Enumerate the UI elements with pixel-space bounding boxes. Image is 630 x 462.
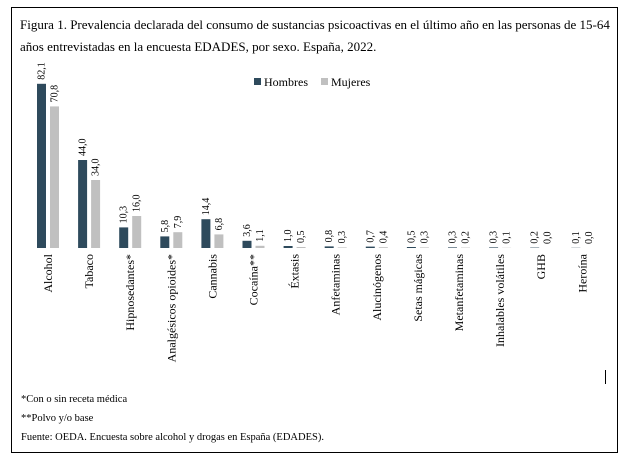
bar-hombres-6 — [283, 246, 293, 248]
data-label-hombres-4: 14,4 — [201, 198, 212, 216]
data-label-hombres-13: 0,1 — [571, 231, 582, 244]
bar-hombres-1 — [78, 160, 88, 248]
category-label-12: GHB — [534, 254, 548, 279]
bar-hombres-0 — [37, 83, 46, 248]
bar-hombres-8 — [365, 246, 375, 248]
data-label-hombres-5: 3,6 — [242, 224, 253, 237]
bar-mujeres-9 — [419, 247, 429, 248]
category-label-11: Inhalables volátiles — [493, 254, 507, 347]
data-label-mujeres-5: 1,1 — [255, 229, 266, 242]
legend-swatch-mujeres — [321, 78, 328, 85]
legend-label-mujeres: Mujeres — [331, 75, 371, 89]
category-label-8: Alucinógenos — [370, 254, 384, 321]
data-label-mujeres-8: 0,4 — [378, 231, 389, 244]
text-cursor — [605, 370, 606, 384]
bar-hombres-2 — [119, 227, 129, 248]
data-label-hombres-9: 0,5 — [406, 231, 417, 244]
bar-hombres-7 — [324, 246, 334, 248]
data-label-hombres-6: 1,0 — [283, 230, 294, 243]
bar-mujeres-7 — [337, 247, 347, 248]
bar-mujeres-0 — [50, 106, 59, 249]
data-label-hombres-2: 10,3 — [119, 206, 130, 224]
category-label-3: Analgésicos opioides* — [164, 254, 178, 362]
bar-mujeres-6 — [296, 247, 306, 248]
category-label-4: Cannabis — [205, 254, 219, 299]
figure-frame — [11, 7, 618, 453]
category-label-10: Metanfetaminas — [452, 254, 466, 332]
data-label-mujeres-7: 0,3 — [337, 231, 348, 244]
data-label-mujeres-6: 0,5 — [296, 231, 307, 244]
data-label-hombres-8: 0,7 — [365, 230, 376, 243]
bar-hombres-4 — [201, 219, 211, 248]
bar-mujeres-3 — [173, 232, 183, 248]
bar-mujeres-2 — [132, 216, 142, 248]
data-label-hombres-11: 0,3 — [489, 231, 500, 244]
data-label-mujeres-4: 6,8 — [214, 218, 225, 231]
category-label-13: Heroína — [575, 253, 589, 292]
data-label-mujeres-3: 7,9 — [173, 216, 184, 229]
source-note: Fuente: OEDA. Encuesta sobre alcohol y d… — [21, 432, 324, 443]
bar-mujeres-4 — [214, 234, 224, 248]
data-label-hombres-3: 5,8 — [160, 220, 171, 233]
bar-hombres-9 — [406, 247, 416, 248]
data-label-mujeres-10: 0,2 — [461, 231, 472, 244]
data-label-mujeres-13: 0,0 — [584, 232, 595, 245]
category-label-5: Cocaína** — [247, 254, 261, 305]
data-label-mujeres-0: 70,8 — [50, 85, 61, 103]
legend-swatch-hombres — [254, 78, 261, 85]
figure-caption: Figura 1. Prevalencia declarada del cons… — [20, 17, 610, 54]
category-label-0: Alcohol — [41, 253, 55, 292]
data-label-hombres-0: 82,1 — [37, 62, 48, 80]
bar-mujeres-5 — [255, 245, 265, 248]
bar-hombres-10 — [448, 247, 457, 248]
data-label-mujeres-12: 0,0 — [543, 232, 554, 245]
data-label-hombres-1: 44,0 — [78, 139, 89, 157]
data-label-mujeres-2: 16,0 — [132, 195, 143, 213]
bar-hombres-3 — [160, 236, 170, 248]
category-label-2: Hipnosedantes* — [123, 254, 137, 331]
bar-hombres-5 — [242, 240, 252, 248]
bar-hombres-11 — [489, 247, 499, 248]
category-label-6: Éxtasis — [288, 254, 302, 289]
footnote-cocaine: **Polvo y/o base — [21, 413, 94, 424]
data-label-hombres-10: 0,3 — [448, 231, 459, 244]
category-label-7: Anfetaminas — [329, 254, 343, 316]
data-label-hombres-7: 0,8 — [324, 230, 335, 243]
data-label-hombres-12: 0,2 — [530, 231, 541, 244]
data-label-mujeres-1: 34,0 — [91, 159, 102, 177]
category-label-9: Setas mágicas — [411, 254, 425, 322]
data-label-mujeres-9: 0,3 — [419, 231, 430, 244]
footnote-prescription: *Con o sin receta médica — [21, 394, 128, 405]
bar-mujeres-8 — [378, 247, 388, 248]
bar-mujeres-1 — [91, 180, 101, 248]
legend-label-hombres: Hombres — [264, 75, 308, 89]
category-label-1: Tabaco — [82, 254, 96, 288]
data-label-mujeres-11: 0,1 — [502, 231, 513, 243]
